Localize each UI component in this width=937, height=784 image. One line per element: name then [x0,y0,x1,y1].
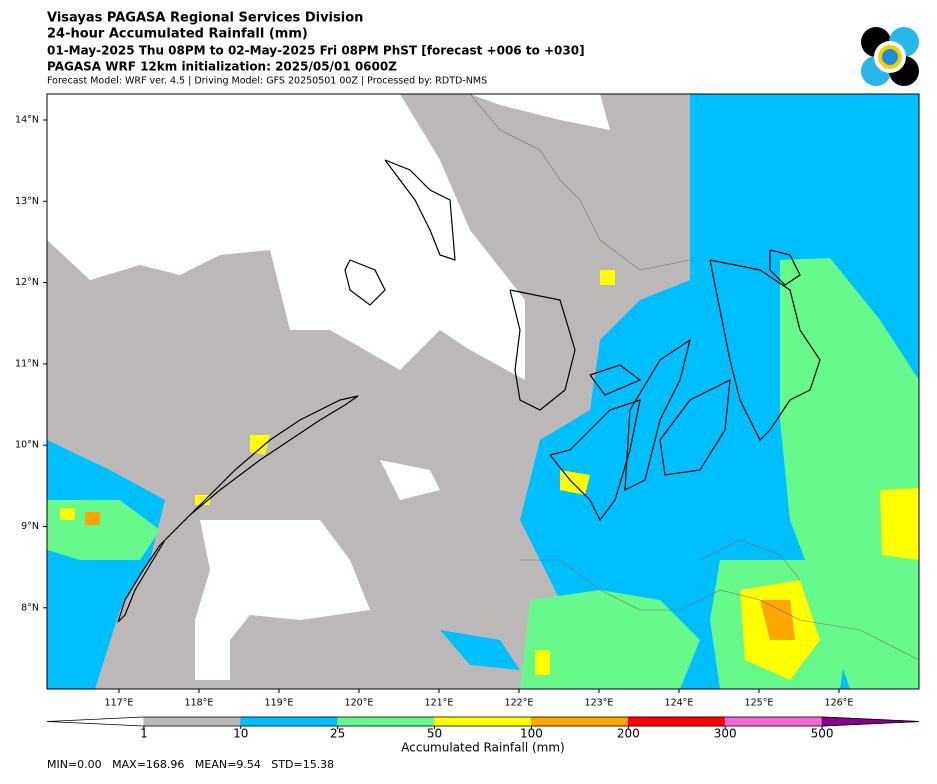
colorbar-segment [434,716,532,727]
lon-label: 126°E [825,698,854,709]
lat-label: 14°N [15,115,39,126]
init: PAGASA WRF 12km initialization: 2025/05/… [47,60,397,74]
colorbar-tick-label: 300 [714,727,737,741]
lon-label: 124°E [665,698,694,709]
lon-label: 121°E [425,698,454,709]
lat-label: 11°N [15,358,39,369]
lat-label: 8°N [21,602,39,613]
lat-label: 9°N [21,521,39,532]
subtitle: 24-hour Accumulated Rainfall (mm) [47,27,308,42]
lat-label: 12°N [15,277,39,288]
period: 01-May-2025 Thu 08PM to 02-May-2025 Fri … [47,44,585,58]
colorbar-label: Accumulated Rainfall (mm) [401,741,564,755]
colorbar-segment [627,716,726,727]
colorbar-tick-label: 1 [140,727,148,741]
colorbar-segment [724,716,823,727]
lon-label: 118°E [185,698,214,709]
lon-label: 117°E [105,698,134,709]
map-frame [46,93,920,690]
lon-label: 120°E [345,698,374,709]
colorbar-segment [240,716,339,727]
rainfall-field [47,94,919,689]
colorbar-tick-label: 100 [520,727,543,741]
colorbar-tick-label: 200 [617,727,640,741]
colorbar-segment [530,716,629,727]
lon-label: 125°E [745,698,774,709]
colorbar-segment [337,716,436,727]
colorbar-tick-label: 50 [427,727,442,741]
colorbar-tick-label: 10 [233,727,248,741]
colorbar-tick-label: 25 [330,727,345,741]
logo [861,27,919,86]
lon-label: 119°E [265,698,294,709]
stats: MIN=0.00 MAX=168.96 MEAN=9.54 STD=15.38 [47,758,334,771]
lat-label: 10°N [15,440,39,451]
model-info: Forecast Model: WRF ver. 4.5 | Driving M… [47,76,487,87]
lon-label: 122°E [505,698,534,709]
colorbar-segment [143,716,242,727]
lon-label: 123°E [585,698,614,709]
title: Visayas PAGASA Regional Services Divisio… [47,11,363,26]
colorbar-tick-label: 500 [811,727,834,741]
lat-label: 13°N [15,196,39,207]
colorbar-segment [821,716,920,727]
colorbar-segment [46,716,145,727]
